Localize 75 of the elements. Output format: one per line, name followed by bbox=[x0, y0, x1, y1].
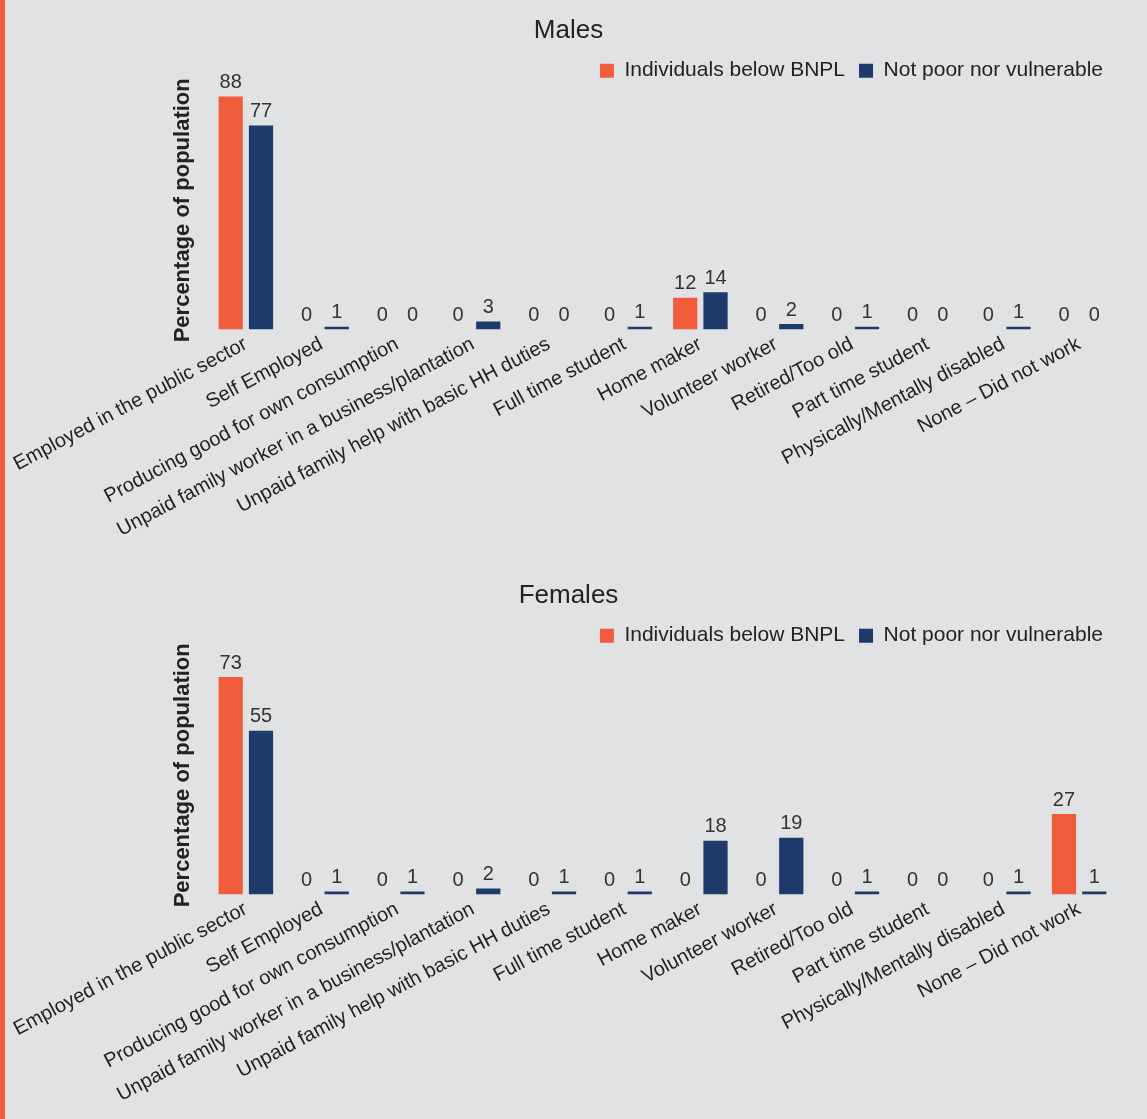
data-label: 19 bbox=[780, 811, 803, 834]
bar bbox=[476, 321, 501, 330]
bar bbox=[1051, 814, 1077, 895]
data-label: 1 bbox=[331, 300, 343, 323]
bar bbox=[779, 324, 804, 330]
data-label: 0 bbox=[755, 867, 767, 890]
data-label: 0 bbox=[558, 302, 570, 325]
data-label: 0 bbox=[937, 302, 949, 325]
data-label: 73 bbox=[219, 650, 242, 673]
data-label: 14 bbox=[704, 265, 727, 288]
bar bbox=[400, 891, 425, 895]
data-label: 0 bbox=[906, 302, 919, 325]
data-label: 2 bbox=[482, 861, 494, 884]
data-label: 0 bbox=[982, 302, 994, 325]
data-label: 88 bbox=[219, 70, 242, 93]
data-label: 1 bbox=[1012, 864, 1025, 887]
data-label: 55 bbox=[249, 704, 273, 727]
bar bbox=[324, 891, 349, 895]
data-label: 27 bbox=[1052, 787, 1076, 810]
data-label: 0 bbox=[831, 867, 843, 890]
bar bbox=[476, 888, 501, 895]
data-label: 0 bbox=[982, 867, 994, 890]
data-label: 1 bbox=[558, 864, 570, 887]
bar bbox=[218, 677, 243, 895]
data-label: 1 bbox=[331, 864, 343, 887]
data-label: 1 bbox=[634, 864, 646, 887]
bar bbox=[703, 840, 728, 895]
data-label: 1 bbox=[1088, 864, 1100, 887]
chart-title: Females bbox=[518, 578, 619, 609]
data-label: 18 bbox=[704, 814, 727, 837]
bar bbox=[1006, 891, 1031, 895]
data-label: 0 bbox=[906, 867, 919, 890]
data-label: 0 bbox=[603, 302, 616, 325]
data-label: 0 bbox=[679, 867, 691, 890]
legend-label: Not poor nor vulnerable bbox=[883, 622, 1103, 646]
bar bbox=[218, 96, 243, 330]
data-label: 0 bbox=[528, 867, 540, 890]
data-label: 0 bbox=[1088, 302, 1100, 325]
data-label: 77 bbox=[249, 99, 273, 122]
data-label: 0 bbox=[376, 302, 388, 325]
legend-label: Individuals below BNPL bbox=[624, 622, 846, 646]
bar bbox=[551, 891, 577, 895]
y-axis-title: Percentage of population bbox=[168, 643, 194, 908]
data-label: 1 bbox=[861, 864, 873, 887]
bar bbox=[854, 891, 880, 895]
data-label: 2 bbox=[785, 297, 797, 320]
data-label: 3 bbox=[482, 294, 494, 317]
bar bbox=[627, 891, 652, 895]
legend-label: Individuals below BNPL bbox=[624, 57, 846, 81]
data-label: 0 bbox=[1058, 302, 1070, 325]
legend-label: Not poor nor vulnerable bbox=[883, 57, 1103, 81]
data-label: 0 bbox=[452, 302, 464, 325]
bar bbox=[248, 125, 274, 330]
data-label: 0 bbox=[937, 867, 949, 890]
data-label: 1 bbox=[861, 300, 873, 323]
data-label: 1 bbox=[1012, 300, 1025, 323]
data-label: 0 bbox=[300, 302, 313, 325]
bar bbox=[779, 837, 804, 895]
chart-title: Males bbox=[533, 13, 604, 44]
data-label: 0 bbox=[603, 867, 616, 890]
bar bbox=[703, 292, 728, 330]
y-axis-title: Percentage of population bbox=[168, 78, 194, 343]
data-label: 0 bbox=[376, 867, 388, 890]
data-label: 1 bbox=[634, 300, 646, 323]
data-label: 0 bbox=[755, 302, 767, 325]
bar bbox=[1082, 891, 1107, 895]
data-label: 0 bbox=[528, 302, 540, 325]
data-label: 0 bbox=[300, 867, 313, 890]
data-label: 1 bbox=[406, 864, 419, 887]
data-label: 0 bbox=[452, 867, 464, 890]
data-label: 0 bbox=[406, 302, 419, 325]
bar bbox=[673, 297, 698, 330]
bar bbox=[248, 730, 274, 895]
data-label: 0 bbox=[831, 302, 843, 325]
data-label: 12 bbox=[674, 271, 697, 294]
